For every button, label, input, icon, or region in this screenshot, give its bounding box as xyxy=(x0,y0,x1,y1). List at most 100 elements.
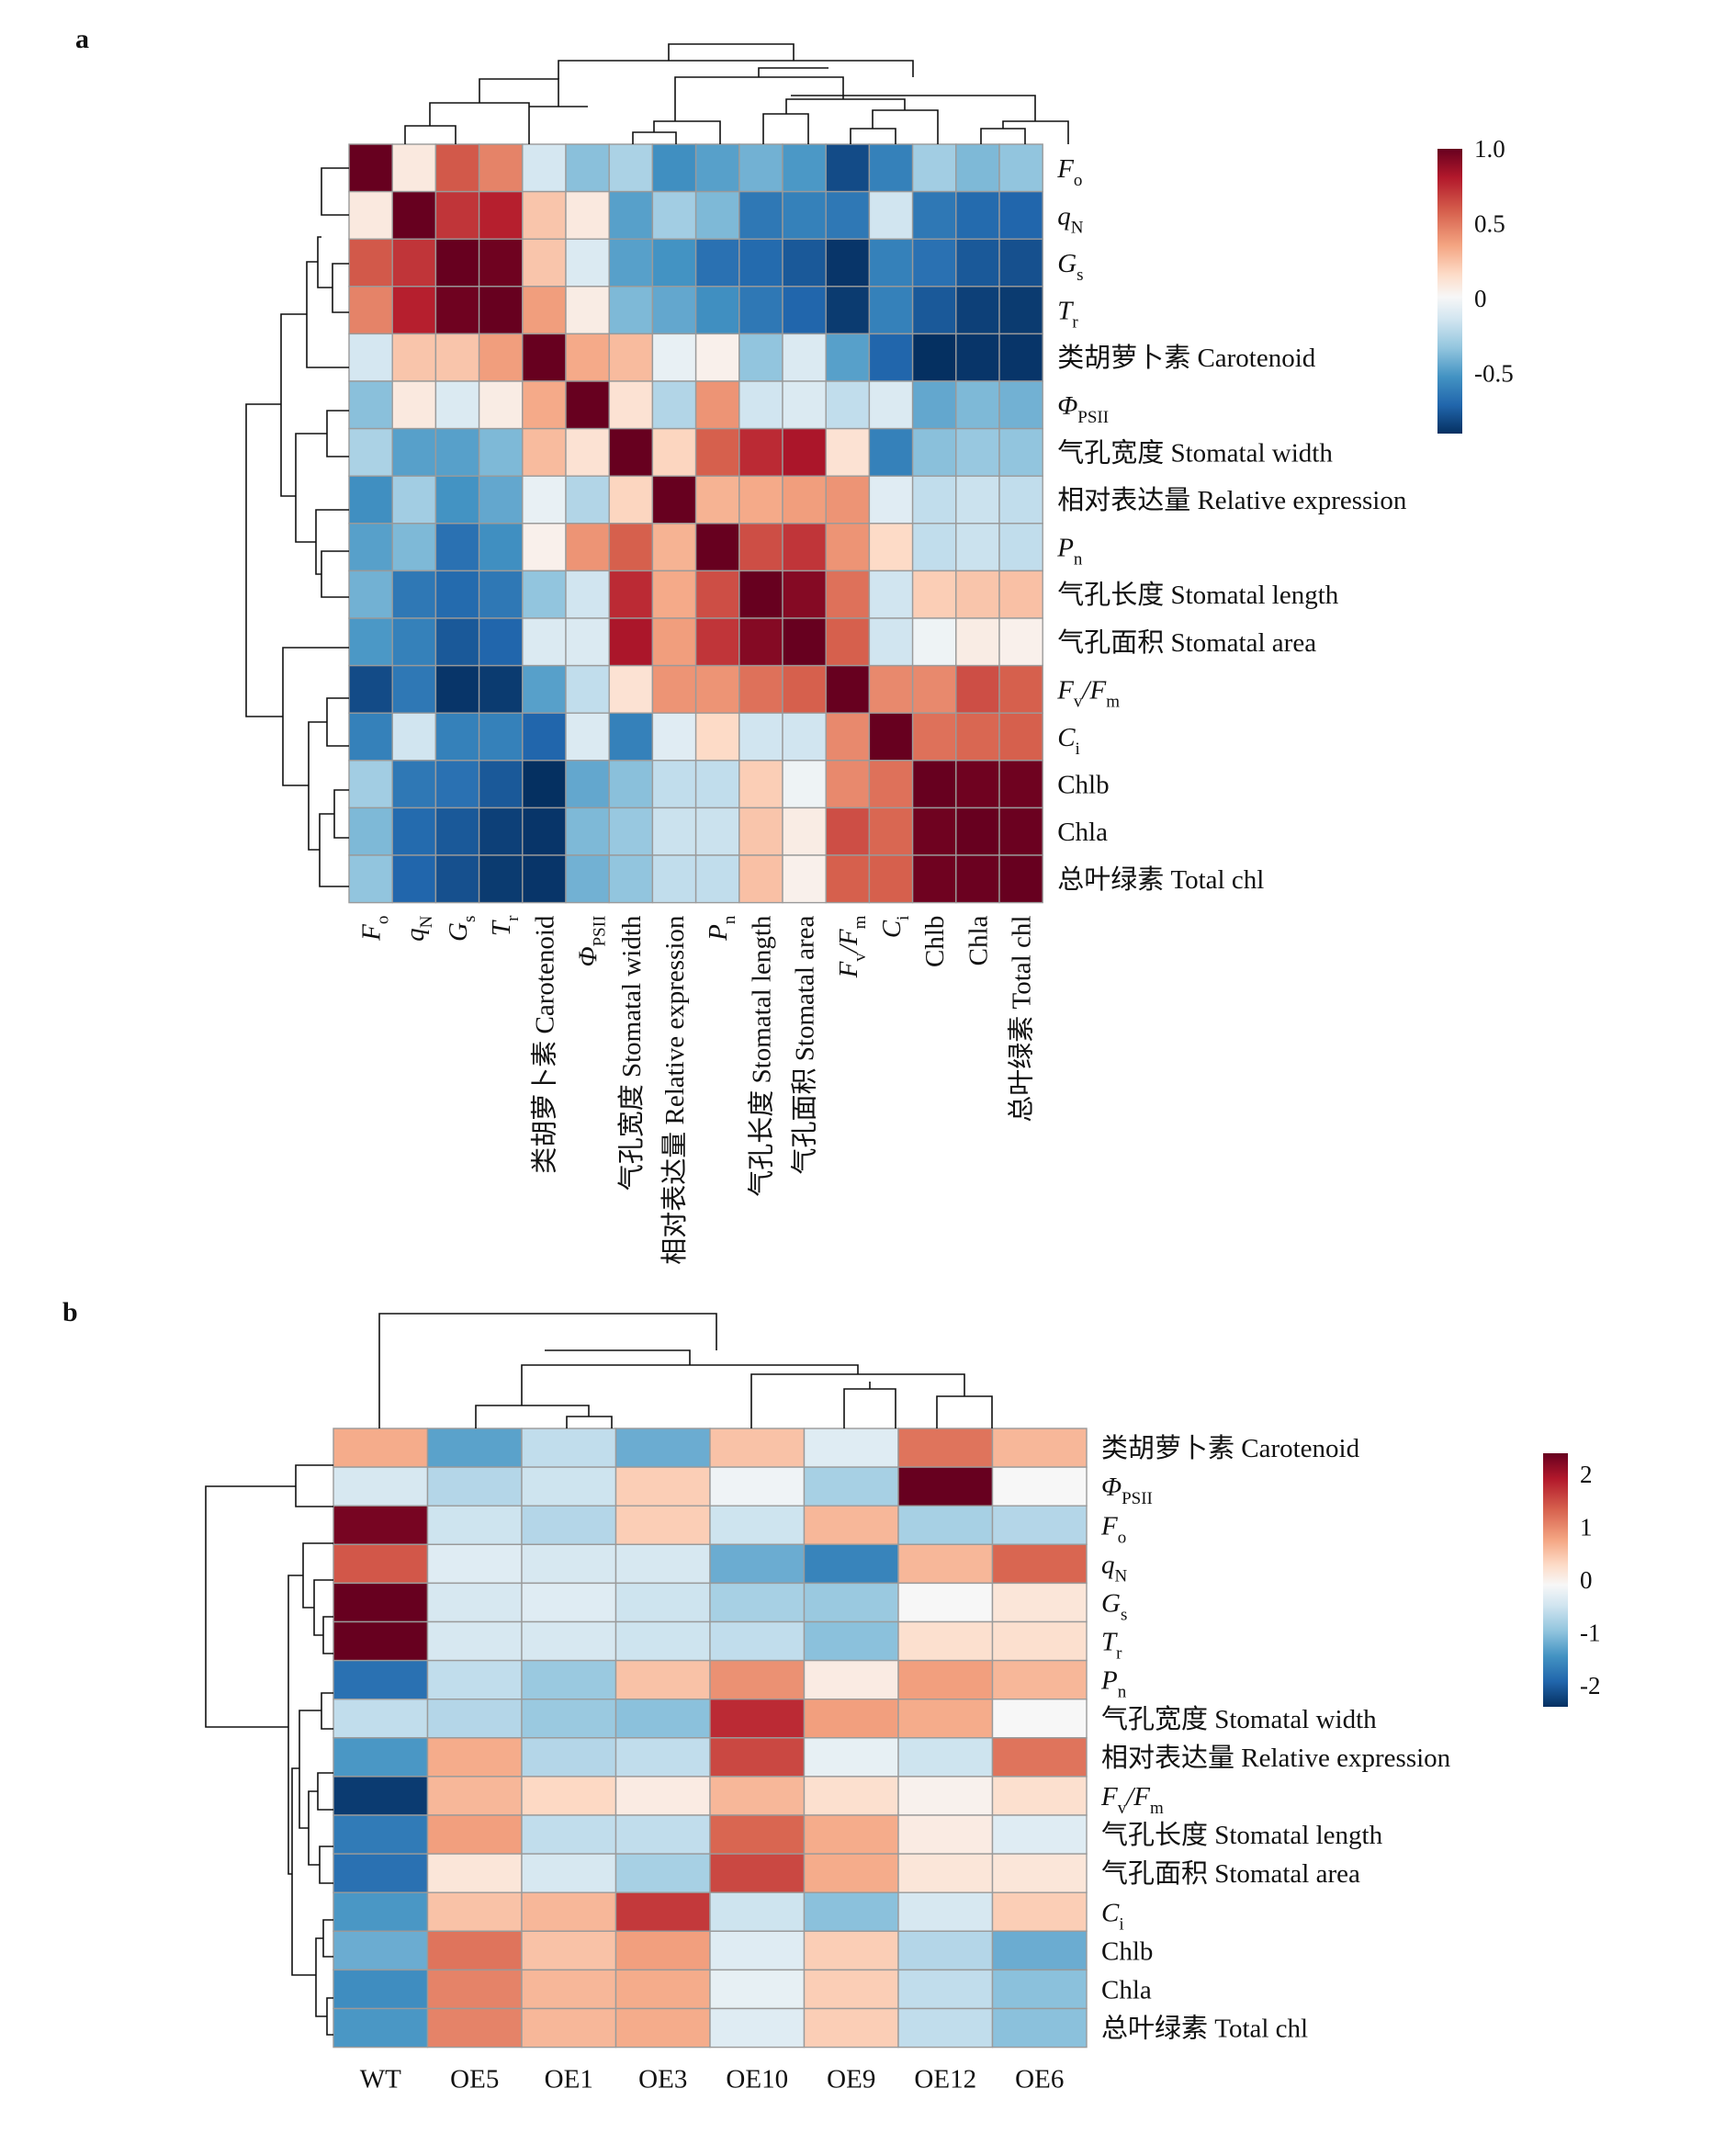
heatmap-a-row-label: ΦPSII xyxy=(1057,391,1109,427)
colorbar-a-tick: 0.5 xyxy=(1474,210,1505,238)
heatmap-a-cell xyxy=(955,807,1000,856)
heatmap-b-cell xyxy=(333,1969,429,2010)
heatmap-a-row-label: 气孔宽度 Stomatal width xyxy=(1057,437,1333,468)
heatmap-a-cell xyxy=(825,427,871,477)
heatmap-a-cell xyxy=(694,190,740,240)
heatmap-a-row-label: Ci xyxy=(1057,723,1080,759)
heatmap-a-cell xyxy=(868,712,914,762)
heatmap-a-cell xyxy=(434,617,480,667)
heatmap-b-cell xyxy=(991,1930,1088,1971)
heatmap-a-cell xyxy=(738,143,783,193)
heatmap-a-column-dendrogram xyxy=(404,43,1069,144)
heatmap-b-cell xyxy=(521,1698,617,1739)
heatmap-a-cell xyxy=(391,617,437,667)
heatmap-a-cell xyxy=(434,523,480,572)
heatmap-a-column-label: Ci xyxy=(877,916,913,939)
heatmap-a-column-label: ΦPSII xyxy=(574,916,610,967)
heatmap-a-column-label: 总叶绿素 Total chl xyxy=(1007,916,1037,1123)
heatmap-b-cell xyxy=(426,1969,523,2010)
heatmap-a-cell xyxy=(651,807,697,856)
heatmap-b-cell xyxy=(897,1466,994,1507)
heatmap-a-cell xyxy=(998,807,1043,856)
heatmap-b-cell xyxy=(991,1969,1088,2010)
heatmap-b-cell xyxy=(426,1620,523,1662)
heatmap-a-cell xyxy=(911,190,957,240)
heatmap-a-cell xyxy=(478,854,524,904)
heatmap-a-cells xyxy=(348,143,1043,904)
heatmap-b-row-label: 气孔长度 Stomatal length xyxy=(1101,1820,1383,1850)
heatmap-a-cell xyxy=(868,380,914,430)
heatmap-b-cell xyxy=(709,1737,806,1778)
heatmap-b-cell xyxy=(897,1428,994,1468)
heatmap-b-cell xyxy=(991,1891,1088,1932)
heatmap-a-cell xyxy=(782,570,827,619)
heatmap-a-row-label: 气孔面积 Stomatal area xyxy=(1057,627,1316,658)
heatmap-a-cell xyxy=(825,854,871,904)
heatmap-a-cell xyxy=(391,523,437,572)
heatmap-a-cell xyxy=(911,760,957,809)
heatmap-a-cell xyxy=(391,760,437,809)
heatmap-a-cell xyxy=(608,333,654,382)
heatmap-b-cell xyxy=(803,1698,899,1739)
heatmap-b-cell xyxy=(614,1543,711,1585)
heatmap-b-cell xyxy=(333,1659,429,1700)
heatmap-b-cell xyxy=(614,1659,711,1700)
heatmap-a-cell xyxy=(478,570,524,619)
heatmap-b-cell xyxy=(333,1698,429,1739)
heatmap-b-row-label: Fo xyxy=(1100,1511,1126,1547)
colorbar-a-tick: 0 xyxy=(1474,285,1487,312)
heatmap-a-cell xyxy=(522,475,567,525)
heatmap-a-cell xyxy=(782,333,827,382)
heatmap-a-cell xyxy=(478,190,524,240)
heatmap-a-cell xyxy=(391,238,437,288)
heatmap-b-cell xyxy=(521,1737,617,1778)
heatmap-b-cell xyxy=(709,1620,806,1662)
heatmap-b-cell xyxy=(991,1659,1088,1700)
heatmap-b-cell xyxy=(333,1930,429,1971)
heatmap-b-cell xyxy=(614,1776,711,1816)
heatmap-a-cell xyxy=(694,333,740,382)
heatmap-b-cell xyxy=(614,1428,711,1468)
heatmap-a-cell xyxy=(782,523,827,572)
heatmap-a-cell xyxy=(434,807,480,856)
heatmap-a-cell xyxy=(651,427,697,477)
heatmap-b-cell xyxy=(333,1505,429,1545)
heatmap-a-cell xyxy=(868,807,914,856)
heatmap-a-cell xyxy=(434,712,480,762)
heatmap-a-cell xyxy=(651,617,697,667)
panel-label-a: a xyxy=(75,24,89,54)
heatmap-a-cell xyxy=(825,190,871,240)
heatmap-a-row-label: qN xyxy=(1057,201,1084,237)
heatmap-a-cell xyxy=(738,380,783,430)
heatmap-a-column-label: Tr xyxy=(487,915,523,936)
heatmap-b-cell xyxy=(803,1930,899,1971)
heatmap-a-row-dendrogram xyxy=(245,167,349,887)
heatmap-a-cell xyxy=(651,190,697,240)
heatmap-b-cell xyxy=(426,1853,523,1893)
heatmap-a-cell xyxy=(782,427,827,477)
heatmap-a-cell xyxy=(478,143,524,193)
heatmap-a-cell xyxy=(998,380,1043,430)
heatmap-b-row-dendrogram xyxy=(205,1464,333,2036)
heatmap-a-cell xyxy=(955,854,1000,904)
heatmap-b-cell xyxy=(333,2007,429,2049)
heatmap-a-cell xyxy=(391,570,437,619)
heatmap-a-cell xyxy=(478,380,524,430)
colorbar-b-gradient xyxy=(1543,1453,1568,1707)
heatmap-b-cell xyxy=(521,1620,617,1662)
heatmap-a-cell xyxy=(391,380,437,430)
heatmap-a-cell xyxy=(955,617,1000,667)
heatmap-a-cell xyxy=(955,712,1000,762)
heatmap-a-cell xyxy=(998,286,1043,335)
heatmap-b-cell xyxy=(426,1466,523,1507)
heatmap-a-cell xyxy=(694,286,740,335)
heatmap-a-cell xyxy=(868,617,914,667)
heatmap-a-cell xyxy=(782,854,827,904)
heatmap-b-cell xyxy=(897,1543,994,1585)
heatmap-b-cells xyxy=(333,1428,1088,2049)
heatmap-b-cell xyxy=(709,1814,806,1855)
heatmap-a-column-label: Fo xyxy=(357,916,393,942)
heatmap-b-cell xyxy=(333,1428,429,1468)
heatmap-a-cell xyxy=(868,333,914,382)
heatmap-a-cell xyxy=(868,286,914,335)
